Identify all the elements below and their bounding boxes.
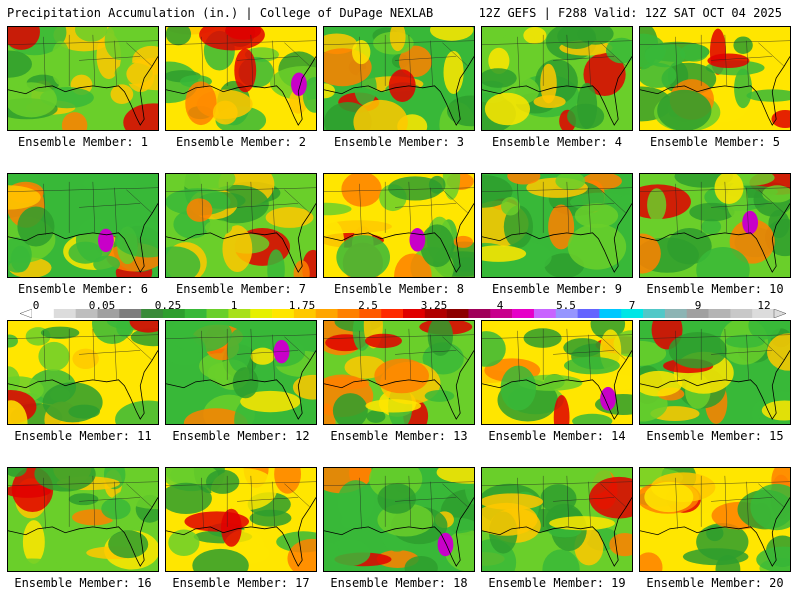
scale-label: 5.5	[556, 299, 576, 312]
scale-swatch	[293, 309, 316, 318]
scale-swatch	[555, 309, 578, 318]
ensemble-map-15	[639, 320, 791, 425]
ensemble-map-8	[323, 173, 475, 278]
ensemble-caption-11: Ensemble Member: 11	[14, 429, 152, 443]
scale-swatch	[272, 309, 295, 318]
ensemble-map-14	[481, 320, 633, 425]
scale-swatch	[315, 309, 338, 318]
scale-arrow-left	[20, 309, 33, 318]
scale-label: 0.25	[154, 299, 182, 312]
scale-swatch	[162, 309, 186, 318]
scale-swatch	[53, 309, 76, 318]
ensemble-caption-7: Ensemble Member: 7	[175, 282, 307, 296]
ensemble-caption-18: Ensemble Member: 18	[330, 576, 468, 590]
ensemble-map-19	[481, 467, 633, 572]
scale-swatch	[119, 309, 142, 318]
scale-swatch	[730, 309, 753, 318]
scale-label: 1	[230, 299, 238, 312]
color-scale: 0 0.05 0.25 1 1.75 2.5 3.25 4 5.5 7 9 12	[20, 299, 786, 321]
scale-label: 7	[628, 299, 636, 312]
scale-swatch	[141, 309, 164, 318]
scale-swatch	[32, 309, 55, 318]
scale-swatch	[75, 309, 98, 318]
title-left: Precipitation Accumulation (in.) | Colle…	[7, 6, 434, 20]
ensemble-map-10	[639, 173, 791, 278]
ensemble-map-3	[323, 26, 475, 131]
scale-swatch	[686, 309, 709, 318]
scale-swatch	[206, 309, 229, 318]
ensemble-map-16	[7, 467, 159, 572]
ensemble-caption-16: Ensemble Member: 16	[14, 576, 152, 590]
scale-swatch	[621, 309, 644, 318]
scale-swatch	[359, 309, 382, 318]
ensemble-map-6	[7, 173, 159, 278]
ensemble-map-1	[7, 26, 159, 131]
scale-swatch	[752, 309, 775, 318]
scale-swatch	[643, 309, 666, 318]
ensemble-map-11	[7, 320, 159, 425]
scale-swatch	[228, 309, 251, 318]
ensemble-caption-12: Ensemble Member: 12	[172, 429, 310, 443]
scale-label: 0.05	[88, 299, 116, 312]
ensemble-caption-13: Ensemble Member: 13	[330, 429, 468, 443]
scale-swatch	[533, 309, 557, 318]
scale-swatch	[664, 309, 687, 318]
title-right: 12Z GEFS | F288 Valid: 12Z SAT OCT 04 20…	[478, 6, 782, 20]
scale-label: 2.5	[358, 299, 378, 312]
scale-swatch	[468, 309, 491, 318]
scale-swatch	[599, 309, 622, 318]
ensemble-caption-8: Ensemble Member: 8	[333, 282, 465, 296]
scale-label: 12	[757, 299, 771, 312]
scale-swatch	[708, 309, 731, 318]
ensemble-caption-5: Ensemble Member: 5	[649, 135, 781, 149]
ensemble-caption-17: Ensemble Member: 17	[172, 576, 310, 590]
ensemble-caption-15: Ensemble Member: 15	[646, 429, 784, 443]
ensemble-caption-9: Ensemble Member: 9	[491, 282, 623, 296]
ensemble-caption-10: Ensemble Member: 10	[646, 282, 784, 296]
scale-swatch	[97, 309, 120, 318]
scale-label: 0	[32, 299, 40, 312]
ensemble-caption-4: Ensemble Member: 4	[491, 135, 623, 149]
ensemble-map-9	[481, 173, 633, 278]
scale-label: 1.75	[288, 299, 316, 312]
ensemble-caption-3: Ensemble Member: 3	[333, 135, 465, 149]
ensemble-caption-2: Ensemble Member: 2	[175, 135, 307, 149]
scale-arrow-right	[773, 309, 786, 318]
ensemble-caption-20: Ensemble Member: 20	[646, 576, 784, 590]
scale-swatch	[446, 309, 469, 318]
ensemble-map-5	[639, 26, 791, 131]
scale-swatch	[424, 309, 447, 318]
scale-swatch	[381, 309, 404, 318]
ensemble-caption-19: Ensemble Member: 19	[488, 576, 626, 590]
ensemble-map-4	[481, 26, 633, 131]
scale-label: 4	[496, 299, 504, 312]
ensemble-map-13	[323, 320, 475, 425]
scale-swatch	[490, 309, 513, 318]
ensemble-map-12	[165, 320, 317, 425]
scale-label: 3.25	[420, 299, 448, 312]
ensemble-map-2	[165, 26, 317, 131]
scale-swatch	[403, 309, 426, 318]
scale-swatch	[250, 309, 273, 318]
scale-swatch	[337, 309, 360, 318]
ensemble-map-18	[323, 467, 475, 572]
scale-swatch	[512, 309, 535, 318]
ensemble-caption-1: Ensemble Member: 1	[17, 135, 149, 149]
scale-label: 9	[694, 299, 702, 312]
scale-swatch	[577, 309, 600, 318]
ensemble-map-20	[639, 467, 791, 572]
ensemble-map-7	[165, 173, 317, 278]
scale-swatch	[184, 309, 207, 318]
ensemble-caption-14: Ensemble Member: 14	[488, 429, 626, 443]
ensemble-map-17	[165, 467, 317, 572]
ensemble-caption-6: Ensemble Member: 6	[17, 282, 149, 296]
color-scale-bar	[20, 309, 786, 318]
